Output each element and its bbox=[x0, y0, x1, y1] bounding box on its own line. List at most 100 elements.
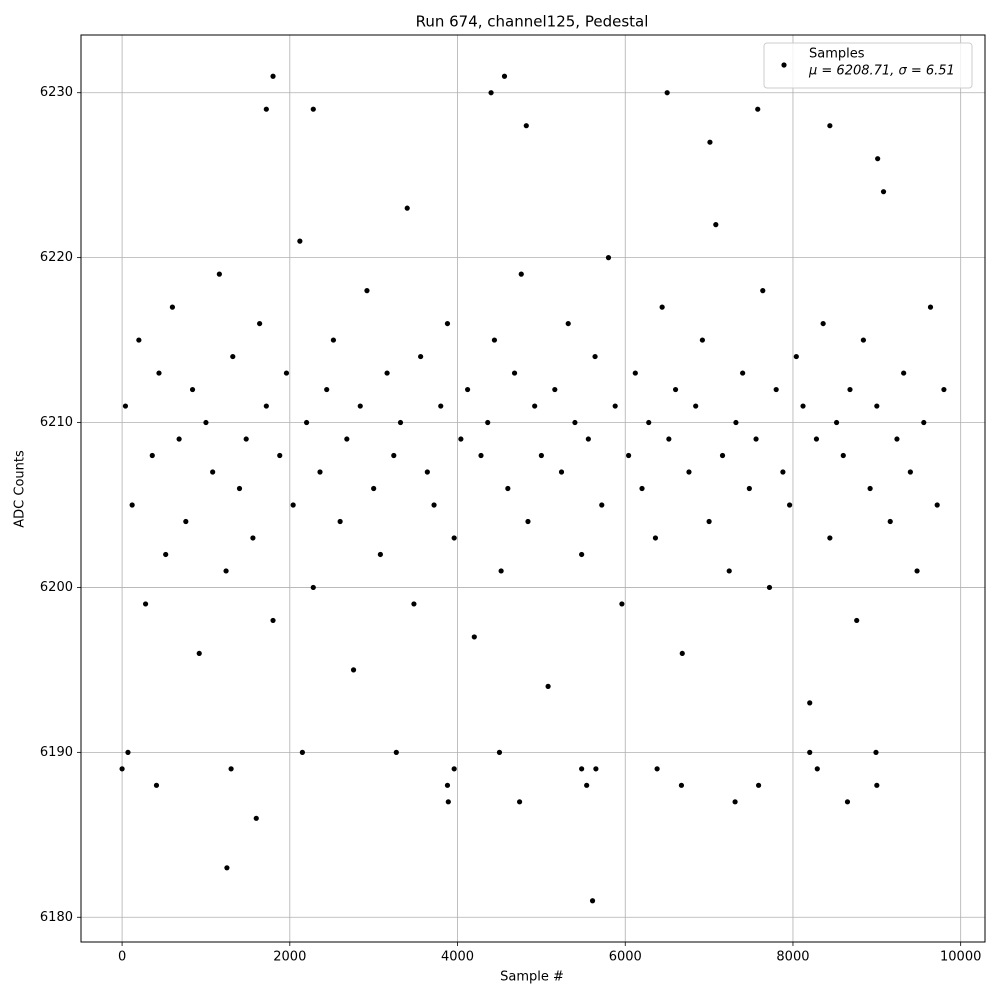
point bbox=[807, 700, 813, 706]
point bbox=[867, 485, 873, 492]
point bbox=[485, 419, 491, 426]
point bbox=[664, 90, 670, 96]
point bbox=[478, 452, 484, 459]
point bbox=[584, 782, 590, 788]
point bbox=[263, 106, 269, 112]
x-tick-label: 4000 bbox=[441, 950, 474, 965]
point bbox=[418, 353, 424, 360]
point bbox=[934, 502, 940, 508]
point bbox=[397, 419, 404, 426]
point bbox=[491, 337, 498, 343]
point bbox=[875, 156, 881, 162]
point bbox=[136, 337, 142, 343]
point bbox=[572, 419, 578, 426]
point bbox=[887, 518, 893, 525]
point bbox=[310, 106, 316, 112]
point bbox=[732, 799, 738, 805]
point bbox=[391, 452, 397, 459]
point bbox=[438, 403, 444, 409]
point bbox=[666, 436, 672, 442]
point bbox=[860, 337, 867, 343]
point bbox=[297, 238, 303, 244]
point bbox=[525, 518, 531, 525]
point bbox=[464, 386, 471, 393]
point bbox=[458, 436, 464, 442]
point bbox=[693, 403, 699, 409]
point bbox=[686, 469, 692, 475]
x-tick-label: 0 bbox=[118, 950, 126, 965]
point bbox=[833, 419, 840, 426]
y-tick-label: 6210 bbox=[40, 415, 73, 430]
point bbox=[894, 436, 900, 442]
point bbox=[210, 469, 216, 475]
point bbox=[451, 535, 457, 541]
point bbox=[565, 320, 571, 327]
point bbox=[303, 419, 310, 426]
point bbox=[625, 452, 632, 459]
point bbox=[538, 452, 544, 459]
point bbox=[593, 766, 599, 772]
point bbox=[659, 304, 665, 310]
point bbox=[814, 766, 820, 772]
point bbox=[163, 551, 169, 558]
point bbox=[719, 452, 726, 459]
legend-label: Samples bbox=[809, 47, 865, 62]
legend-marker bbox=[781, 62, 787, 68]
point bbox=[196, 650, 202, 657]
point bbox=[501, 73, 508, 79]
point bbox=[505, 485, 511, 492]
point bbox=[228, 766, 234, 772]
point bbox=[880, 189, 887, 195]
point bbox=[579, 766, 585, 772]
point bbox=[733, 419, 739, 426]
point bbox=[558, 469, 565, 475]
point bbox=[941, 386, 947, 393]
point bbox=[807, 749, 813, 755]
point bbox=[393, 749, 399, 755]
point bbox=[773, 386, 779, 393]
point bbox=[183, 518, 189, 525]
point bbox=[518, 271, 524, 277]
point bbox=[471, 634, 477, 640]
point bbox=[847, 386, 853, 393]
point bbox=[243, 436, 249, 442]
point bbox=[496, 749, 503, 755]
point bbox=[142, 601, 149, 607]
point bbox=[156, 370, 162, 376]
point bbox=[377, 551, 383, 558]
point bbox=[230, 353, 236, 360]
point bbox=[253, 815, 259, 821]
point bbox=[277, 452, 283, 459]
point bbox=[299, 749, 305, 755]
point bbox=[290, 502, 296, 508]
point bbox=[153, 782, 160, 788]
legend-stats: μ = 6208.71, σ = 6.51 bbox=[808, 64, 955, 79]
point bbox=[270, 73, 276, 79]
point bbox=[203, 419, 209, 426]
point bbox=[672, 386, 679, 393]
point bbox=[125, 749, 131, 755]
point bbox=[129, 502, 135, 508]
point bbox=[632, 370, 638, 376]
point bbox=[444, 320, 451, 327]
point bbox=[350, 667, 357, 673]
y-tick-label: 6200 bbox=[40, 580, 73, 595]
point bbox=[652, 535, 659, 541]
point bbox=[740, 370, 746, 376]
point bbox=[813, 436, 820, 442]
point bbox=[646, 419, 652, 426]
point bbox=[324, 386, 330, 393]
point bbox=[532, 403, 538, 409]
point bbox=[873, 749, 879, 755]
y-tick-label: 6230 bbox=[40, 85, 73, 100]
point bbox=[216, 271, 222, 277]
point bbox=[619, 601, 625, 607]
point bbox=[679, 650, 685, 657]
point bbox=[411, 601, 417, 607]
point bbox=[589, 898, 596, 904]
point bbox=[793, 353, 799, 360]
x-tick-label: 8000 bbox=[776, 950, 809, 965]
point bbox=[639, 485, 645, 492]
point bbox=[800, 403, 806, 409]
